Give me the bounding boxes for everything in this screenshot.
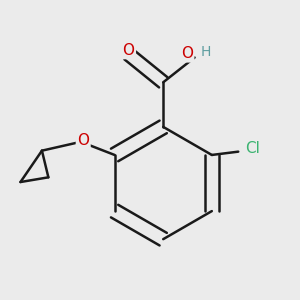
Text: O: O xyxy=(122,43,134,58)
Text: O: O xyxy=(77,133,89,148)
Text: O: O xyxy=(181,46,193,61)
Text: Cl: Cl xyxy=(245,141,260,156)
Text: H: H xyxy=(201,45,211,58)
